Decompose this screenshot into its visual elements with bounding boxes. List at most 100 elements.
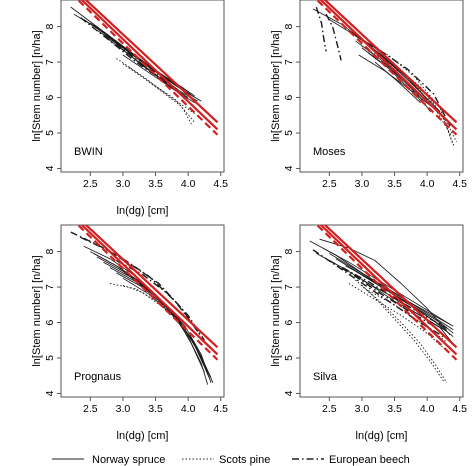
reference-line-solid — [84, 225, 219, 349]
plot-frame — [60, 0, 225, 173]
x-tick-label: 4.0 — [420, 403, 435, 415]
x-tick-label: 3.5 — [387, 178, 402, 190]
series-line-spruce — [358, 54, 434, 109]
x-tick-label: 3.5 — [148, 403, 163, 415]
reference-line-dashed — [315, 225, 458, 361]
x-axis-label: ln(dg) [cm] — [117, 205, 169, 217]
x-tick-label: 3.0 — [116, 403, 131, 415]
series-line-beech — [80, 17, 163, 81]
y-tick-label: 5 — [283, 355, 295, 361]
series-line-beech — [355, 34, 451, 127]
reference-line-solid — [80, 225, 219, 356]
x-tick-label: 3.0 — [355, 178, 370, 190]
panel-title-silva: Silva — [313, 371, 338, 383]
y-tick-label: 8 — [44, 249, 56, 255]
series-line-beech — [325, 13, 342, 61]
y-tick-label: 7 — [283, 59, 295, 65]
plot-frame — [299, 0, 464, 173]
y-axis-label: ln[Stem number] [n/ha] — [270, 255, 282, 366]
x-axis-label: ln(dg) [cm] — [117, 430, 169, 442]
panel-silva: 2.5 3.0 3.5 4.0 4.5 4 5 6 7 8ln[Stem number] [n/h… — [270, 224, 467, 442]
y-tick-label: 8 — [44, 24, 56, 30]
x-tick-label: 4.5 — [213, 178, 228, 190]
y-tick-label: 8 — [283, 249, 295, 255]
reference-line-solid — [323, 0, 458, 124]
series-line-pine — [368, 51, 455, 148]
x-tick-label: 4.0 — [181, 403, 196, 415]
x-axis-label: ln(dg) [cm] — [356, 430, 408, 442]
y-axis-label: ln[Stem number] [n/ha] — [31, 30, 43, 141]
x-tick-label: 4.5 — [213, 403, 228, 415]
y-tick-label: 6 — [283, 319, 295, 325]
y-tick-label: 5 — [283, 130, 295, 136]
y-tick-label: 8 — [283, 24, 295, 30]
legend-label-norway-spruce: Norway spruce — [92, 454, 165, 466]
series-line-spruce — [374, 61, 421, 104]
reference-line-solid — [80, 0, 219, 131]
x-tick-label: 2.5 — [83, 403, 98, 415]
reference-line-dashed — [315, 0, 458, 136]
y-tick-label: 7 — [283, 284, 295, 290]
y-tick-label: 4 — [283, 390, 295, 396]
reference-line-solid — [319, 0, 458, 131]
series-line-spruce — [116, 272, 214, 383]
series-line-spruce — [122, 277, 212, 378]
plot-frame — [60, 224, 225, 398]
series-line-beech — [312, 249, 444, 338]
series-line-spruce — [90, 251, 209, 385]
reference-line-solid — [323, 225, 458, 349]
series-line-pine — [361, 284, 448, 384]
x-tick-label: 2.5 — [322, 178, 337, 190]
panel-title-prognaus: Prognaus — [74, 371, 122, 383]
series-line-beech — [80, 236, 202, 338]
y-tick-label: 7 — [44, 59, 56, 65]
y-tick-label: 7 — [44, 284, 56, 290]
panel-moses: 2.5 3.0 3.5 4.0 4.5 4 5 6 7 8ln[Stem number] [n/h… — [270, 0, 467, 190]
panel-title-moses: Moses — [313, 146, 346, 158]
series-line-beech — [342, 266, 448, 329]
plot-area — [70, 225, 219, 385]
plot-frame — [299, 224, 464, 398]
series-line-pine — [361, 45, 453, 137]
panel-title-bwin: BWIN — [74, 146, 103, 158]
panel-bwin: 2.5 3.0 3.5 4.0 4.5 4 5 6 7 8ln[Stem number] [n/h… — [31, 0, 228, 217]
y-tick-label: 4 — [44, 165, 56, 171]
x-tick-label: 3.5 — [387, 403, 402, 415]
y-tick-label: 6 — [283, 94, 295, 100]
plot-area — [312, 0, 458, 148]
legend-label-scots-pine: Scots pine — [219, 454, 270, 466]
reference-line-solid — [319, 225, 458, 356]
reference-line-solid — [84, 0, 219, 124]
series-line-spruce — [103, 261, 209, 375]
plot-area — [309, 225, 458, 384]
x-tick-label: 4.0 — [181, 178, 196, 190]
y-tick-label: 5 — [44, 130, 56, 136]
y-tick-label: 4 — [283, 165, 295, 171]
x-tick-label: 2.5 — [322, 403, 337, 415]
plot-area — [70, 0, 219, 136]
y-tick-label: 6 — [44, 94, 56, 100]
series-line-spruce — [96, 256, 205, 373]
x-tick-label: 3.0 — [116, 178, 131, 190]
series-line-pine — [355, 279, 444, 382]
series-line-spruce — [93, 253, 207, 369]
y-tick-label: 4 — [44, 390, 56, 396]
series-line-spruce — [368, 52, 431, 112]
x-tick-label: 3.5 — [148, 178, 163, 190]
x-tick-label: 4.5 — [452, 178, 467, 190]
legend-label-european-beech: European beech — [329, 454, 410, 466]
y-axis-label: ln[Stem number] [n/ha] — [31, 255, 43, 366]
panel-prognaus: 2.5 3.0 3.5 4.0 4.5 4 5 6 7 8ln[Stem number] [n/h… — [31, 224, 228, 442]
series-line-beech — [315, 6, 327, 52]
reference-line-dashed — [76, 225, 219, 361]
x-tick-label: 4.5 — [452, 403, 467, 415]
series-line-spruce — [83, 245, 212, 383]
series-line-pine — [122, 63, 196, 123]
y-tick-label: 5 — [44, 355, 56, 361]
x-tick-label: 3.0 — [355, 403, 370, 415]
series-line-pine — [374, 58, 457, 143]
y-axis-label: ln[Stem number] [n/ha] — [270, 30, 282, 141]
series-line-pine — [122, 284, 182, 325]
y-tick-label: 6 — [44, 319, 56, 325]
